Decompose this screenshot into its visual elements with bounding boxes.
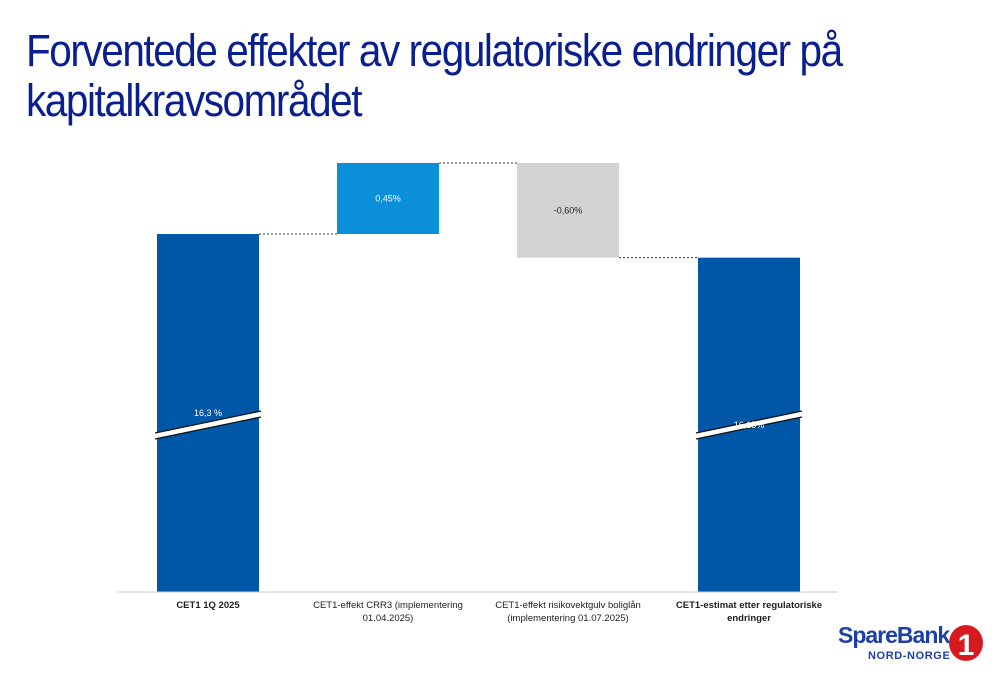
- bar-3: [517, 162, 619, 258]
- page-title: Forventede effekter av regulatoriske end…: [26, 25, 843, 126]
- x-tick-label-3: (implementering 01.07.2025): [507, 613, 628, 624]
- x-tick-label-3: CET1-effekt risikovektgulv boliglån: [495, 600, 641, 611]
- data-label-4: 16,15%: [734, 420, 765, 430]
- axis-break-line: [154, 416, 262, 440]
- data-label-1: 16,3 %: [194, 408, 222, 418]
- data-label-3: -0,60%: [554, 205, 583, 215]
- axis-break-4: [696, 411, 802, 439]
- logo-one-badge: 1: [949, 625, 983, 662]
- x-tick-label-4: endringer: [727, 613, 771, 624]
- axis-break-line: [695, 410, 803, 434]
- x-tick-label-1: CET1 1Q 2025: [176, 600, 240, 611]
- axis-break-line: [154, 410, 262, 434]
- data-label-2: 0,45%: [375, 193, 401, 203]
- x-tick-label-2: 01.04.2025): [363, 613, 414, 624]
- bar-2: [337, 162, 439, 234]
- logo-digit: 1: [958, 629, 975, 662]
- sparebank-logo: SpareBank NORD-NORGE 1: [838, 622, 984, 668]
- x-tick-label-2: CET1-effekt CRR3 (implementering: [313, 600, 463, 611]
- bar-1: [157, 234, 259, 592]
- axis-break-1: [155, 411, 261, 439]
- x-tick-label-4: CET1-estimat etter regulatoriske: [676, 600, 822, 611]
- logo-region: NORD-NORGE: [868, 650, 951, 662]
- logo-wordmark: SpareBank: [838, 622, 950, 648]
- axis-break-line: [695, 416, 803, 440]
